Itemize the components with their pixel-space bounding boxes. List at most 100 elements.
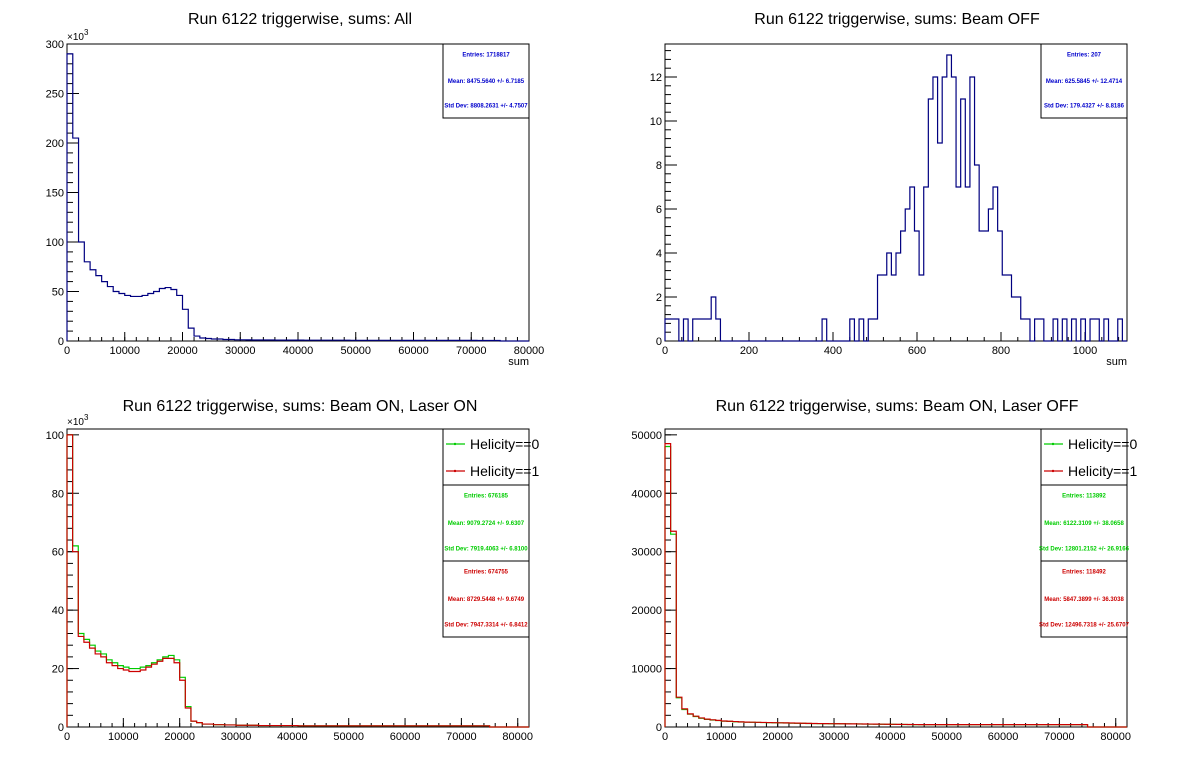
stats-line: Std Dev: 12801.2152 +/- 26.9166 bbox=[1039, 546, 1130, 552]
y-tick-label: 10 bbox=[650, 116, 662, 128]
x-tick-label: 0 bbox=[662, 731, 668, 743]
y-tick-label: 40 bbox=[52, 605, 64, 617]
stats-line: Std Dev: 179.4327 +/- 8.8186 bbox=[1044, 104, 1125, 110]
stats-box bbox=[1040, 560, 1128, 638]
y-tick-label: 0 bbox=[656, 336, 662, 348]
x-tick-label: 40000 bbox=[875, 731, 906, 743]
y-tick-label: 0 bbox=[656, 722, 662, 734]
x-tick-label: 70000 bbox=[446, 731, 477, 743]
y-tick-label: 6 bbox=[656, 204, 662, 216]
x-tick-label: 200 bbox=[740, 345, 758, 357]
y-tick-label: 2 bbox=[656, 292, 662, 304]
x-tick-label: 0 bbox=[64, 345, 70, 357]
histogram-panel-2: Run 6122 triggerwise, sums: Beam OFF 0 200… bbox=[650, 11, 1128, 368]
histogram-panel-1: Run 6122 triggerwise, sums: All 0 10000 200… bbox=[46, 11, 545, 368]
stats-line: Entries: 676185 bbox=[464, 494, 509, 500]
histogram-panel-4: Run 6122 triggerwise, sums: Beam ON, Las… bbox=[631, 398, 1137, 743]
stats-box bbox=[1040, 484, 1128, 562]
legend-label: Helicity==0 bbox=[470, 436, 539, 452]
y-tick-label: 250 bbox=[46, 89, 64, 101]
legend-box bbox=[1040, 428, 1128, 486]
x-tick-label: 60000 bbox=[398, 345, 429, 357]
x-tick-label: 10000 bbox=[108, 731, 139, 743]
x-tick-label: 0 bbox=[64, 731, 70, 743]
y-tick-label: 100 bbox=[46, 237, 64, 249]
x-tick-label: 600 bbox=[908, 345, 926, 357]
stats-line: Std Dev: 8808.2631 +/- 4.7507 bbox=[444, 104, 528, 110]
stats-line: Mean: 6122.3109 +/- 38.0658 bbox=[1044, 521, 1124, 527]
legend-swatch-marker bbox=[1051, 469, 1055, 473]
stats-line: Mean: 625.5845 +/- 12.4714 bbox=[1046, 79, 1123, 85]
x-tick-label: 10000 bbox=[706, 731, 737, 743]
y-tick-label: 8 bbox=[656, 160, 662, 172]
stats-line: Entries: 113892 bbox=[1062, 494, 1106, 500]
y-tick-label: 150 bbox=[46, 188, 64, 200]
stats-line: Std Dev: 7919.4063 +/- 6.8100 bbox=[444, 546, 528, 552]
chart-title: Run 6122 triggerwise, sums: All bbox=[188, 11, 412, 28]
chart-title: Run 6122 triggerwise, sums: Beam OFF bbox=[754, 11, 1040, 28]
stats-line: Mean: 8729.5448 +/- 9.6749 bbox=[448, 597, 525, 603]
x-axis-label: sum bbox=[1106, 356, 1127, 368]
x-tick-label: 30000 bbox=[221, 731, 252, 743]
x-tick-label: 30000 bbox=[819, 731, 850, 743]
y-tick-label: 30000 bbox=[631, 547, 662, 559]
x-tick-label: 70000 bbox=[1044, 731, 1075, 743]
x-tick-label: 80000 bbox=[502, 731, 533, 743]
x-tick-label: 40000 bbox=[283, 345, 314, 357]
x-tick-label: 50000 bbox=[340, 345, 371, 357]
y-tick-label: 0 bbox=[58, 336, 64, 348]
stats-box bbox=[442, 484, 530, 562]
x-tick-label: 400 bbox=[824, 345, 842, 357]
chart-title: Run 6122 triggerwise, sums: Beam ON, Las… bbox=[716, 398, 1079, 415]
x-tick-label: 50000 bbox=[333, 731, 364, 743]
legend-label: Helicity==1 bbox=[1068, 463, 1137, 479]
stats-box bbox=[442, 560, 530, 638]
stats-line: Entries: 1718817 bbox=[462, 52, 510, 58]
stats-box bbox=[442, 43, 530, 119]
x-tick-label: 10000 bbox=[109, 345, 140, 357]
y-tick-label: 12 bbox=[650, 72, 662, 84]
y-tick-label: 40000 bbox=[631, 488, 662, 500]
y-tick-label: 20000 bbox=[631, 605, 662, 617]
y-axis-multiplier: ×103 bbox=[67, 28, 89, 43]
y-tick-label: 20 bbox=[52, 664, 64, 676]
y-tick-label: 0 bbox=[58, 722, 64, 734]
y-tick-label: 100 bbox=[46, 430, 64, 442]
x-tick-label: 30000 bbox=[225, 345, 256, 357]
stats-box bbox=[1040, 43, 1128, 119]
chart-title: Run 6122 triggerwise, sums: Beam ON, Las… bbox=[123, 398, 478, 415]
legend-swatch-marker bbox=[453, 469, 457, 473]
y-tick-label: 60 bbox=[52, 547, 64, 559]
stats-line: Mean: 5847.3899 +/- 36.3038 bbox=[1044, 597, 1124, 603]
histogram-series-2 bbox=[664, 443, 1127, 728]
y-tick-label: 80 bbox=[52, 488, 64, 500]
x-tick-label: 20000 bbox=[762, 731, 793, 743]
y-tick-label: 50 bbox=[52, 287, 64, 299]
x-tick-label: 1000 bbox=[1073, 345, 1097, 357]
y-tick-label: 200 bbox=[46, 138, 64, 150]
x-tick-label: 20000 bbox=[164, 731, 195, 743]
legend-swatch-marker bbox=[453, 442, 457, 446]
x-tick-label: 70000 bbox=[456, 345, 487, 357]
histogram-series-2 bbox=[66, 434, 529, 728]
stats-line: Mean: 9079.2724 +/- 9.6307 bbox=[448, 521, 525, 527]
stats-line: Mean: 8475.5640 +/- 6.7185 bbox=[448, 79, 525, 85]
x-tick-label: 20000 bbox=[167, 345, 198, 357]
x-tick-label: 60000 bbox=[390, 731, 421, 743]
stats-line: Entries: 674755 bbox=[464, 570, 509, 576]
legend-swatch-marker bbox=[1051, 442, 1055, 446]
stats-line: Entries: 118492 bbox=[1062, 570, 1106, 576]
y-tick-label: 4 bbox=[656, 248, 662, 260]
y-tick-label: 300 bbox=[46, 39, 64, 51]
stats-line: Entries: 207 bbox=[1067, 52, 1102, 58]
x-tick-label: 800 bbox=[992, 345, 1010, 357]
y-axis-multiplier: ×103 bbox=[67, 413, 89, 428]
histogram-series-1 bbox=[664, 54, 1127, 342]
stats-line: Std Dev: 12496.7318 +/- 25.6707 bbox=[1039, 622, 1130, 628]
legend-label: Helicity==1 bbox=[470, 463, 539, 479]
x-tick-label: 60000 bbox=[988, 731, 1019, 743]
y-tick-label: 10000 bbox=[631, 664, 662, 676]
x-tick-label: 80000 bbox=[514, 345, 545, 357]
stats-line: Std Dev: 7947.3314 +/- 6.8412 bbox=[444, 622, 528, 628]
